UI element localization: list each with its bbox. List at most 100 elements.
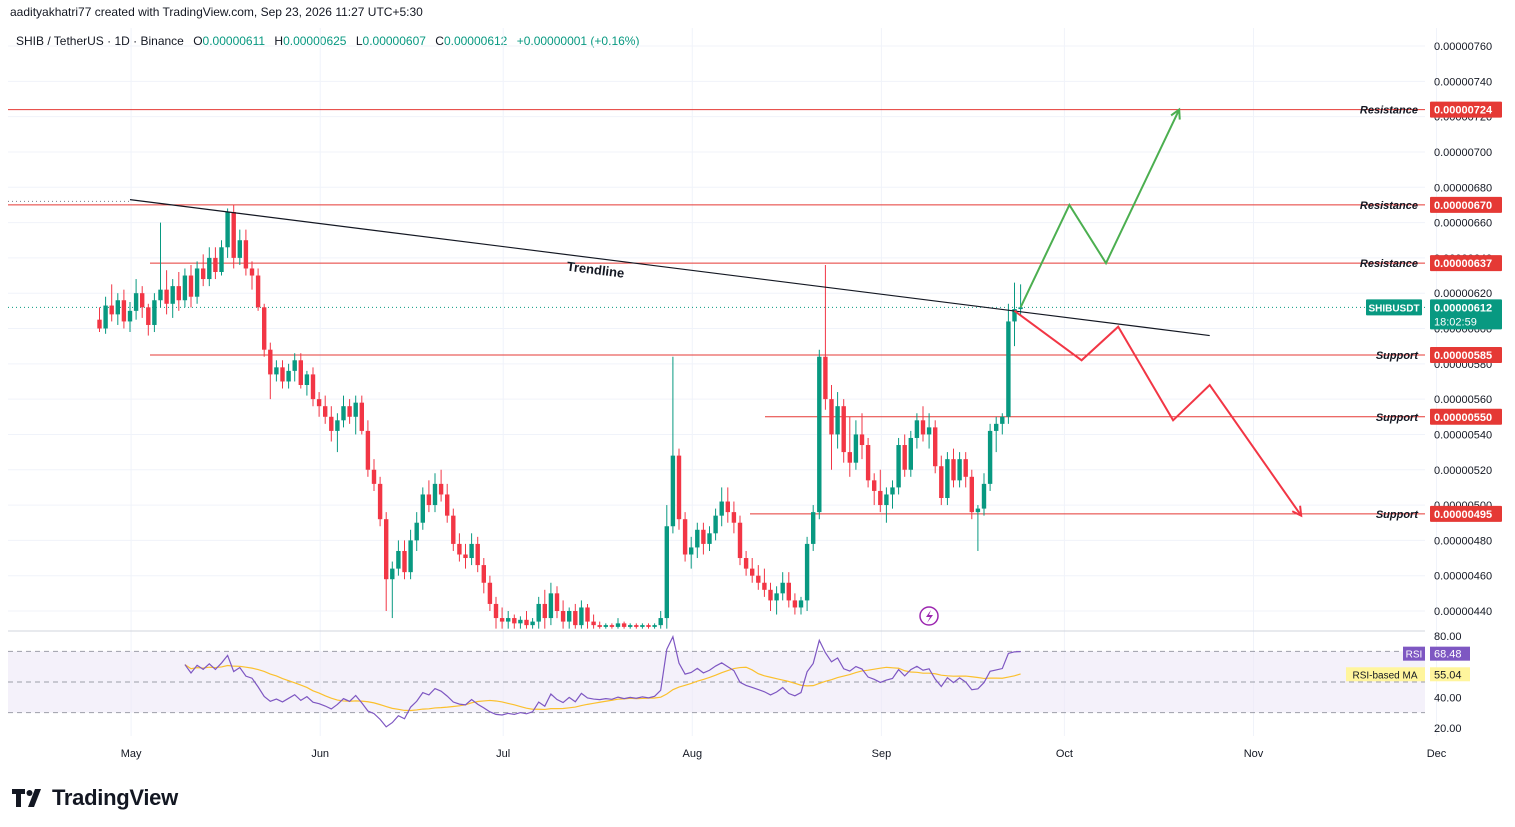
candle-body — [323, 406, 328, 417]
candle-body — [573, 611, 578, 626]
candle-body — [493, 603, 499, 619]
rsi-tick-label: 20.00 — [1434, 723, 1462, 735]
candle-body — [481, 565, 486, 583]
rsi-name-tag — [1403, 646, 1425, 661]
candle-body — [615, 623, 621, 627]
candle-body — [707, 533, 712, 544]
candle-body — [567, 611, 572, 622]
candle-body — [438, 483, 444, 495]
candle-body — [445, 494, 450, 516]
candle-body — [908, 437, 913, 470]
candle-body — [103, 305, 108, 329]
rsi-tick-label: 80.00 — [1434, 631, 1462, 643]
candle-body — [109, 305, 114, 315]
level-name-label: Support — [1376, 412, 1419, 424]
price-tick-label: 0.00000700 — [1434, 147, 1492, 159]
candle-body — [585, 607, 590, 622]
change-value: +0.00000001 (+0.16%) — [516, 34, 640, 48]
rsi-pane — [8, 634, 1425, 728]
candle-body — [1006, 321, 1011, 417]
rsi-ma-line — [184, 664, 1021, 712]
candle-body — [127, 310, 133, 322]
candle-body — [1000, 416, 1005, 424]
x-tick-label: Nov — [1244, 748, 1264, 760]
candle-body — [280, 367, 285, 382]
symbol-title: SHIB / TetherUS · 1D · Binance — [16, 34, 184, 48]
candle-body — [682, 519, 688, 555]
candle-body — [835, 406, 840, 435]
lightning-marker — [919, 606, 939, 626]
time-axis: May Jun Jul Aug Sep Oct Nov Dec — [121, 748, 1447, 760]
candle-body — [884, 494, 889, 506]
price-tag — [1430, 299, 1502, 330]
rsi-tick-label: 40.00 — [1434, 692, 1462, 704]
candle-body — [121, 300, 127, 322]
candle-body — [463, 554, 468, 559]
candle-body — [829, 399, 834, 435]
candle-body — [817, 356, 822, 513]
low-value: 0.00000607 — [362, 34, 426, 48]
candle-body — [262, 307, 267, 350]
candle-body — [292, 360, 297, 371]
price-tag-countdown: 18:02:59 — [1434, 316, 1477, 328]
candle-body — [274, 367, 279, 375]
candle-body — [377, 483, 383, 520]
candle-body — [432, 483, 438, 506]
level-value-label: 0.00000724 — [1434, 105, 1493, 117]
candle-body — [469, 543, 474, 559]
candle-body — [347, 406, 352, 417]
candle-body — [823, 356, 828, 400]
grid — [8, 28, 1437, 736]
candle-body — [554, 593, 560, 611]
candle-body — [987, 430, 993, 484]
tradingview-logo[interactable]: TradingView — [12, 785, 178, 811]
rsi-ma-name-label: RSI-based MA — [1352, 670, 1417, 681]
candle-body — [243, 240, 249, 269]
watermark: aadityakhatri77 created with TradingView… — [10, 5, 423, 19]
candle-body — [914, 420, 920, 438]
candle-body — [939, 466, 944, 498]
candle-body — [609, 625, 615, 627]
price-axis: 0.000007600.000007400.000007200.00000700… — [1434, 41, 1492, 735]
candle-body — [719, 501, 724, 516]
symbol-tag — [1366, 299, 1422, 316]
candle-body — [329, 416, 334, 431]
bullish-projection-path-arrowhead — [1170, 107, 1181, 120]
candle-body — [847, 452, 852, 463]
candle-body — [560, 611, 566, 622]
candle-body — [768, 589, 773, 601]
candle-body — [811, 512, 816, 544]
candle-body — [182, 275, 188, 301]
candle-body — [475, 543, 480, 566]
candle-body — [975, 508, 981, 513]
level-name-label: Resistance — [1360, 258, 1418, 270]
candle-body — [371, 469, 377, 484]
level-value-label: 0.00000550 — [1434, 412, 1492, 424]
price-tick-label: 0.00000520 — [1434, 465, 1492, 477]
candle-body — [579, 607, 584, 626]
price-tick-label: 0.00000620 — [1434, 288, 1492, 300]
candle-body — [542, 603, 547, 619]
candle-body — [298, 360, 303, 385]
candle-body — [634, 625, 639, 627]
candle-body — [621, 623, 627, 627]
price-tick-label: 0.00000760 — [1434, 41, 1492, 53]
candle-body — [426, 494, 432, 506]
candle-body — [981, 483, 987, 509]
candle-body — [524, 619, 529, 626]
price-tick-label: 0.00000560 — [1434, 394, 1492, 406]
candle-body — [304, 374, 310, 385]
rsi-band — [8, 651, 1425, 713]
price-chart[interactable]: Resistance Resistance Resistance Support Sup… — [0, 0, 1515, 770]
level-value-label: 0.00000585 — [1434, 350, 1492, 362]
level-name-label: Resistance — [1360, 200, 1418, 212]
x-tick-label: Jun — [311, 748, 329, 760]
candle-body — [951, 459, 956, 481]
candle-body — [750, 568, 755, 576]
candle-body — [140, 293, 145, 308]
tv-logo-icon — [12, 789, 41, 807]
candle-body — [316, 399, 322, 407]
candle-body — [670, 455, 676, 527]
candle-body — [994, 423, 999, 431]
candle-body — [164, 289, 169, 304]
